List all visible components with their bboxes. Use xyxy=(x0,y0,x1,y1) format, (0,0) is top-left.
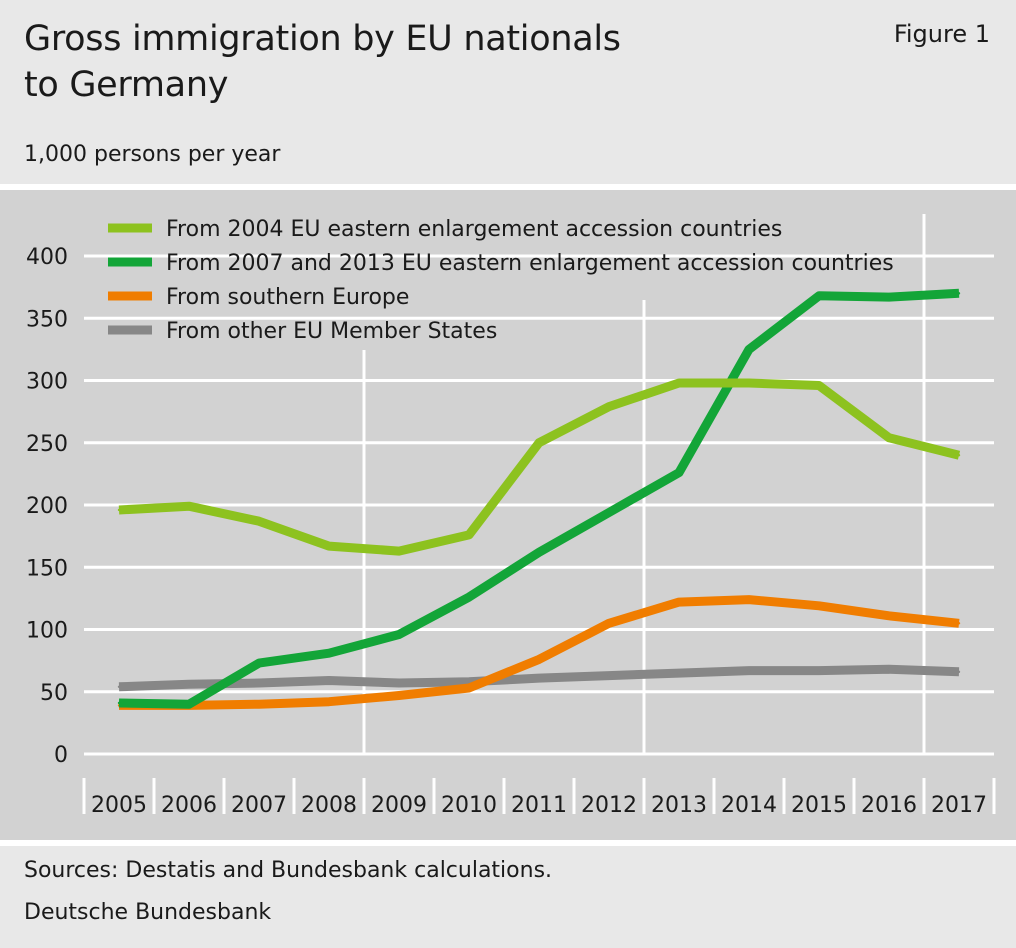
data-point-s2-2011 xyxy=(537,551,541,554)
y-tick-label-150: 150 xyxy=(26,556,68,581)
y-tick-label-300: 300 xyxy=(26,370,68,395)
data-point-s3-2012 xyxy=(607,622,611,625)
data-point-s2-2012 xyxy=(607,511,611,514)
data-point-s4-2012 xyxy=(607,674,611,677)
data-point-s3-2016 xyxy=(887,614,891,618)
x-tick-label-2017: 2017 xyxy=(931,793,987,818)
chart-panel: 0 50 100 150 200 250 300 350 400 2005 2006 2007 2008… xyxy=(0,184,1016,846)
x-tick-label-2007: 2007 xyxy=(231,793,287,818)
chart-title: Gross immigration by EU nationals to Ger… xyxy=(24,16,724,108)
data-point-s1-2005 xyxy=(117,508,121,512)
unit-label: 1,000 persons per year xyxy=(24,142,281,167)
legend-label-4: From other EU Member States xyxy=(166,319,497,344)
data-point-s1-2017 xyxy=(957,454,961,457)
series-line-1 xyxy=(118,378,961,556)
data-point-s3-2014 xyxy=(747,598,751,601)
data-point-s4-2014 xyxy=(747,669,751,672)
x-tick-label-2005: 2005 xyxy=(91,793,147,818)
chart-title-line-2: to Germany xyxy=(24,65,229,105)
y-tick-label-50: 50 xyxy=(40,681,68,706)
data-point-s4-2008 xyxy=(327,679,331,682)
data-point-s1-2007 xyxy=(257,519,261,523)
data-point-s3-2009 xyxy=(397,694,401,697)
data-point-s3-2017 xyxy=(957,622,961,625)
x-tick-label-2011: 2011 xyxy=(511,793,567,818)
x-tick-label-2009: 2009 xyxy=(371,793,427,818)
data-point-s1-2014 xyxy=(747,381,751,385)
source-note: Sources: Destatis and Bundesbank calcula… xyxy=(24,858,553,883)
data-point-s2-2005 xyxy=(117,701,121,705)
data-point-s4-2010 xyxy=(467,680,471,683)
data-point-s1-2006 xyxy=(187,505,191,508)
data-point-s4-2017 xyxy=(957,670,961,674)
x-tick-label-2010: 2010 xyxy=(441,793,497,818)
series-line-2 xyxy=(118,288,960,709)
x-tick-label-2015: 2015 xyxy=(791,793,847,818)
data-point-s4-2015 xyxy=(817,669,821,672)
legend-label-2: From 2007 and 2013 EU eastern enlargemen… xyxy=(166,251,894,276)
publisher-note: Deutsche Bundesbank xyxy=(24,900,272,925)
y-tick-label-350: 350 xyxy=(26,307,68,332)
y-tick-label-250: 250 xyxy=(26,432,68,457)
x-tick-label-2012: 2012 xyxy=(581,793,637,818)
data-point-s3-2008 xyxy=(327,700,331,703)
data-point-s2-2014 xyxy=(747,348,751,351)
data-point-s1-2010 xyxy=(467,533,471,537)
x-tick-label-2006: 2006 xyxy=(161,793,217,818)
y-tick-label-400: 400 xyxy=(26,245,68,270)
legend-label-1: From 2004 EU eastern enlargement accessi… xyxy=(166,217,782,242)
data-point-s4-2013 xyxy=(677,671,681,675)
x-tick-label-2013: 2013 xyxy=(651,793,707,818)
data-point-s4-2006 xyxy=(187,683,191,686)
data-point-s1-2009 xyxy=(397,549,401,553)
data-point-s2-2010 xyxy=(467,595,471,599)
data-point-s4-2011 xyxy=(537,676,541,680)
data-point-s2-2015 xyxy=(817,294,821,298)
data-point-s4-2016 xyxy=(887,668,891,671)
data-point-s1-2015 xyxy=(817,384,821,387)
data-point-s4-2007 xyxy=(257,681,261,685)
data-point-s4-2009 xyxy=(397,681,401,685)
line-chart: 0 50 100 150 200 250 300 350 400 2005 2006 2007 2008… xyxy=(26,214,996,818)
data-point-s1-2013 xyxy=(677,381,681,385)
data-point-s2-2016 xyxy=(887,295,891,299)
data-point-s1-2012 xyxy=(607,405,611,408)
data-point-s1-2008 xyxy=(327,544,331,548)
data-point-s2-2017 xyxy=(957,292,961,295)
legend-label-3: From southern Europe xyxy=(166,285,409,310)
chart-title-line-1: Gross immigration by EU nationals xyxy=(24,19,621,59)
x-tick-label-2008: 2008 xyxy=(301,793,357,818)
data-point-s3-2013 xyxy=(677,600,681,604)
y-tick-label-200: 200 xyxy=(26,494,68,519)
y-tick-label-0: 0 xyxy=(54,743,68,768)
data-point-s3-2010 xyxy=(467,686,471,690)
x-tick-label-2016: 2016 xyxy=(861,793,917,818)
data-point-s1-2011 xyxy=(537,441,541,444)
y-tick-label-100: 100 xyxy=(26,619,68,644)
series-line-3 xyxy=(119,595,960,710)
data-point-s3-2007 xyxy=(257,703,261,706)
data-point-s2-2009 xyxy=(397,633,401,636)
data-point-s2-2008 xyxy=(327,651,331,655)
data-point-s1-2016 xyxy=(887,436,891,439)
data-point-s2-2013 xyxy=(677,471,681,474)
data-point-s3-2015 xyxy=(817,604,821,608)
data-point-s3-2011 xyxy=(537,658,541,661)
figure-label: Figure 1 xyxy=(893,20,990,48)
data-point-s2-2007 xyxy=(257,661,261,665)
x-tick-label-2014: 2014 xyxy=(721,793,777,818)
data-point-s4-2005 xyxy=(117,685,121,688)
data-point-s2-2006 xyxy=(187,703,191,706)
